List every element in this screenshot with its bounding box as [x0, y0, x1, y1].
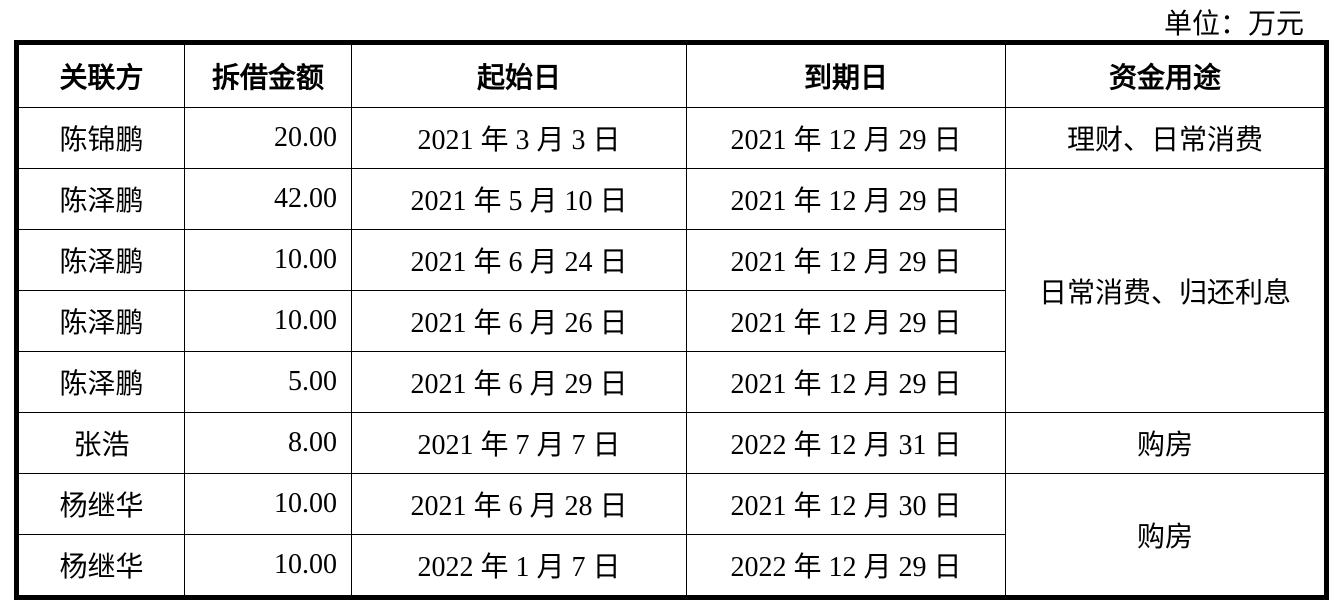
cell-start-date: 2021 年 5 月 10 日: [351, 168, 687, 230]
cell-amount: 10.00: [184, 229, 352, 291]
cell-start-date: 2021 年 6 月 24 日: [351, 229, 687, 291]
cell-start-date: 2021 年 6 月 26 日: [351, 290, 687, 352]
cell-amount: 42.00: [184, 168, 352, 230]
cell-end-date: 2022 年 12 月 31 日: [686, 412, 1006, 474]
loan-table: 关联方 拆借金额 起始日 到期日 资金用途 陈锦鹏 20.00 2021 年 3 月…: [14, 40, 1329, 600]
table-row: 杨继华 10.00 2021 年 6 月 28 日 2021 年 12 月 30 日购…: [16, 473, 1327, 598]
header-end-date: 到期日: [686, 42, 1006, 108]
cell-end-date: 2021 年 12 月 29 日: [686, 229, 1006, 291]
cell-party: 陈泽鹏: [16, 351, 185, 413]
cell-end-date: 2021 年 12 月 29 日: [686, 351, 1006, 413]
table-row: 陈锦鹏 20.00 2021 年 3 月 3 日 2021 年 12 月 29 日理财…: [16, 107, 1327, 169]
cell-amount: 20.00: [184, 107, 352, 169]
cell-end-date: 2022 年 12 月 29 日: [686, 534, 1006, 598]
cell-start-date: 2022 年 1 月 7 日: [351, 534, 687, 598]
cell-amount: 10.00: [184, 473, 352, 535]
cell-purpose: 购房: [1005, 412, 1327, 474]
cell-purpose: 购房: [1005, 473, 1327, 598]
cell-party: 杨继华: [16, 534, 185, 598]
table-row: 杨继华 10.00 2022 年 1 月 7 日 2022 年 12 月 29 日: [16, 534, 1327, 598]
unit-label: 单位：万元: [1163, 9, 1304, 40]
table-row: 张浩 8.00 2021 年 7 月 7 日 2022 年 12 月 31 日购房: [16, 412, 1327, 474]
cell-start-date: 2021 年 3 月 3 日: [351, 107, 687, 169]
cell-end-date: 2021 年 12 月 29 日: [686, 290, 1006, 352]
cell-party: 张浩: [16, 412, 185, 474]
cell-party: 陈泽鹏: [16, 229, 185, 291]
header-party: 关联方: [16, 42, 185, 108]
table-row: 陈泽鹏 42.00 2021 年 5 月 10 日 2021 年 12 月 29 日日…: [16, 168, 1327, 413]
cell-purpose: 日常消费、归还利息: [1005, 168, 1327, 413]
cell-purpose: 理财、日常消费: [1005, 107, 1327, 169]
cell-party: 杨继华: [16, 473, 185, 535]
cell-start-date: 2021 年 7 月 7 日: [351, 412, 687, 474]
cell-amount: 10.00: [184, 534, 352, 598]
cell-party: 陈泽鹏: [16, 290, 185, 352]
header-amount: 拆借金额: [184, 42, 352, 108]
cell-end-date: 2021 年 12 月 30 日: [686, 473, 1006, 535]
cell-party: 陈锦鹏: [16, 107, 185, 169]
cell-party: 陈泽鹏: [16, 168, 185, 230]
cell-start-date: 2021 年 6 月 29 日: [351, 351, 687, 413]
cell-amount: 5.00: [184, 351, 352, 413]
cell-end-date: 2021 年 12 月 29 日: [686, 168, 1006, 230]
header-start-date: 起始日: [351, 42, 687, 108]
cell-start-date: 2021 年 6 月 28 日: [351, 473, 687, 535]
cell-end-date: 2021 年 12 月 29 日: [686, 107, 1006, 169]
table-row: 陈泽鹏 5.00 2021 年 6 月 29 日 2021 年 12 月 29 日: [16, 351, 1327, 413]
cell-amount: 10.00: [184, 290, 352, 352]
header-purpose: 资金用途: [1005, 42, 1327, 108]
cell-amount: 8.00: [184, 412, 352, 474]
header-row: 关联方 拆借金额 起始日 到期日 资金用途: [16, 42, 1327, 108]
